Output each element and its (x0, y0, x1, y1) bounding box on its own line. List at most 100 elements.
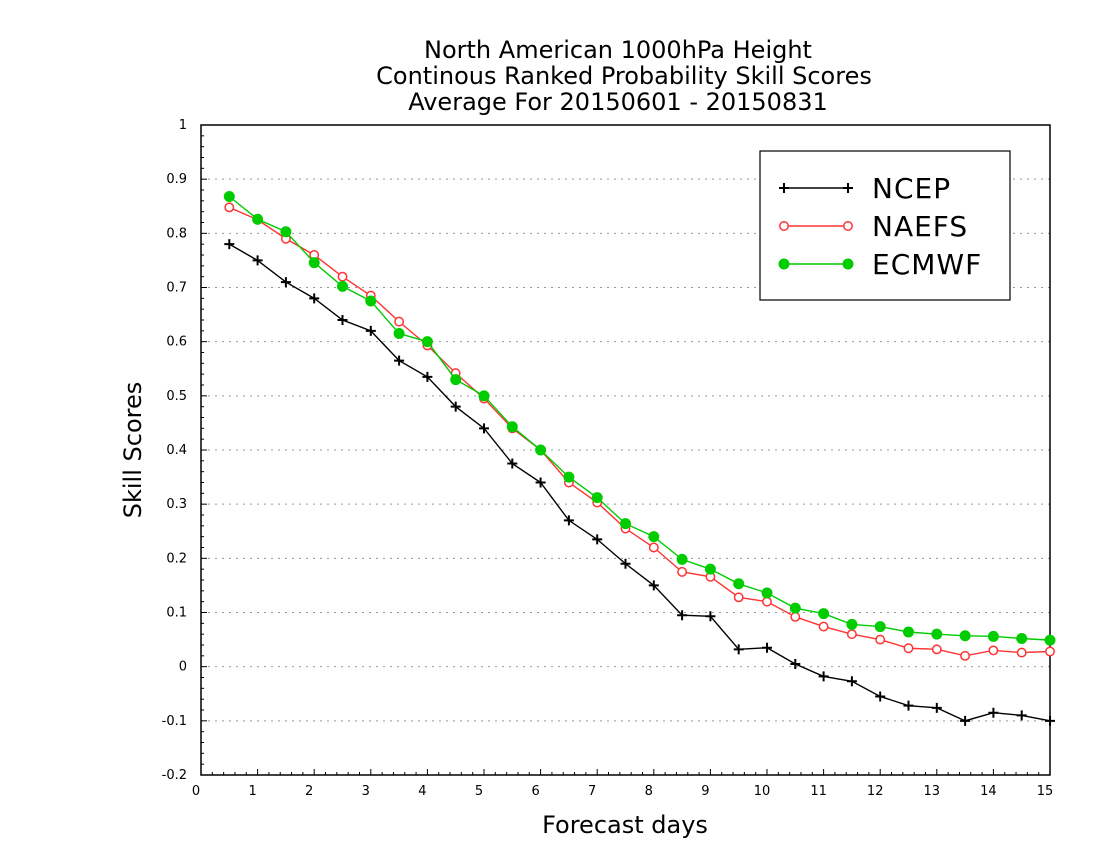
x-tick-label: 5 (475, 784, 483, 799)
data-point-ecmwf (903, 626, 914, 638)
data-point-ecmwf (506, 421, 518, 433)
y-tick-label: 0.7 (166, 281, 187, 296)
x-tick-label: 10 (754, 784, 771, 799)
data-point-ncep (875, 691, 886, 702)
data-point-ncep (507, 458, 518, 469)
legend-entry-naefs: NAEFS (779, 210, 968, 243)
data-point-ncep (677, 610, 688, 621)
data-point-ecmwf (761, 587, 773, 599)
title-line-2: Continous Ranked Probability Skill Score… (376, 62, 872, 90)
legend-label: NAEFS (872, 210, 968, 243)
data-point-ecmwf (1044, 634, 1056, 646)
series-ecmwf (223, 191, 1056, 646)
data-point-ncep (592, 534, 603, 545)
data-point-ncep (790, 658, 801, 669)
data-point-ecmwf (1016, 633, 1028, 644)
data-point-ecmwf (931, 628, 943, 640)
y-tick-label: 0.6 (166, 335, 187, 350)
data-point-ecmwf (365, 295, 377, 307)
legend-entry-ncep: NCEP (779, 172, 950, 205)
x-tick-label: 11 (810, 784, 827, 799)
data-point-ecmwf (789, 602, 801, 614)
data-point-ncep (309, 293, 320, 304)
data-point-naefs (762, 596, 772, 607)
data-point-ecmwf (676, 553, 688, 565)
data-point-ecmwf (421, 336, 433, 348)
legend-marker (842, 258, 854, 270)
data-point-ncep (365, 325, 376, 336)
data-point-ncep (563, 515, 574, 526)
data-point-ecmwf (846, 618, 858, 630)
data-point-naefs (846, 629, 857, 640)
x-tick-label: 3 (362, 784, 370, 799)
data-point-ncep (1045, 715, 1055, 726)
data-point-ecmwf (223, 191, 235, 202)
legend-marker (779, 221, 789, 231)
data-point-ncep (337, 315, 348, 325)
data-point-ncep (394, 355, 405, 366)
data-point-naefs (337, 271, 348, 282)
x-tick-label: 9 (701, 784, 709, 799)
data-point-ncep (479, 423, 489, 434)
data-point-naefs (988, 645, 999, 656)
x-tick-label: 15 (1037, 784, 1054, 799)
y-tick-label: 0.2 (166, 551, 187, 566)
y-tick-label: 0.3 (166, 497, 187, 512)
y-axis-label: Skill Scores (119, 382, 147, 519)
data-point-ncep (733, 644, 744, 655)
data-point-naefs (394, 316, 405, 327)
data-point-naefs (818, 621, 829, 632)
data-point-ecmwf (591, 492, 603, 504)
x-tick-label: 2 (305, 784, 313, 799)
axis-ticks: -0.2-0.100.10.20.30.40.50.60.70.80.910 1 2… (162, 118, 1054, 799)
data-point-naefs (931, 644, 942, 655)
data-point-ncep (535, 477, 546, 488)
legend-marker (779, 183, 789, 193)
legend-label: ECMWF (872, 248, 982, 281)
y-tick-label: -0.1 (162, 714, 187, 729)
data-point-ecmwf (704, 563, 716, 575)
x-tick-label: 14 (980, 784, 997, 799)
y-tick-label: 0.9 (166, 172, 187, 187)
y-tick-label: 0.1 (166, 606, 187, 621)
data-point-ncep (931, 702, 942, 713)
data-point-naefs (1016, 647, 1027, 658)
y-tick-label: 0 (179, 660, 187, 675)
data-point-ecmwf (308, 257, 320, 269)
data-point-ecmwf (648, 531, 660, 543)
data-point-naefs (733, 592, 744, 603)
y-tick-label: -0.2 (162, 768, 187, 783)
legend: NCEP NAEFS ECMWF (759, 150, 1011, 301)
legend-entry-ecmwf: ECMWF (778, 248, 982, 281)
data-point-ncep (705, 611, 716, 622)
data-point-naefs (677, 566, 688, 577)
title-line-3: Average For 20150601 - 20150831 (408, 88, 828, 116)
data-point-ecmwf (959, 630, 971, 642)
x-tick-label: 7 (588, 784, 596, 799)
data-point-ecmwf (874, 621, 886, 633)
data-point-ncep (960, 715, 971, 726)
title-line-1: North American 1000hPa Height (424, 36, 812, 64)
x-tick-label: 8 (645, 784, 653, 799)
data-point-ncep (450, 401, 461, 412)
data-point-ncep (1016, 710, 1027, 721)
x-tick-label: 6 (531, 784, 539, 799)
data-point-ecmwf (733, 578, 745, 590)
legend-marker (843, 221, 853, 231)
data-point-ecmwf (478, 390, 490, 402)
data-point-ncep (846, 676, 857, 687)
data-point-ecmwf (450, 374, 462, 386)
data-point-ecmwf (535, 444, 547, 456)
data-point-ecmwf (563, 471, 575, 483)
data-point-ecmwf (280, 226, 292, 238)
data-point-ncep (988, 707, 999, 718)
data-point-naefs (648, 542, 659, 553)
data-point-ncep (224, 239, 235, 250)
data-point-ecmwf (393, 328, 405, 340)
series-ncep (224, 239, 1055, 726)
data-point-ncep (280, 277, 291, 288)
data-point-ecmwf (252, 213, 264, 225)
data-point-naefs (960, 650, 971, 661)
chart-title: North American 1000hPa Height Continous … (376, 36, 872, 116)
